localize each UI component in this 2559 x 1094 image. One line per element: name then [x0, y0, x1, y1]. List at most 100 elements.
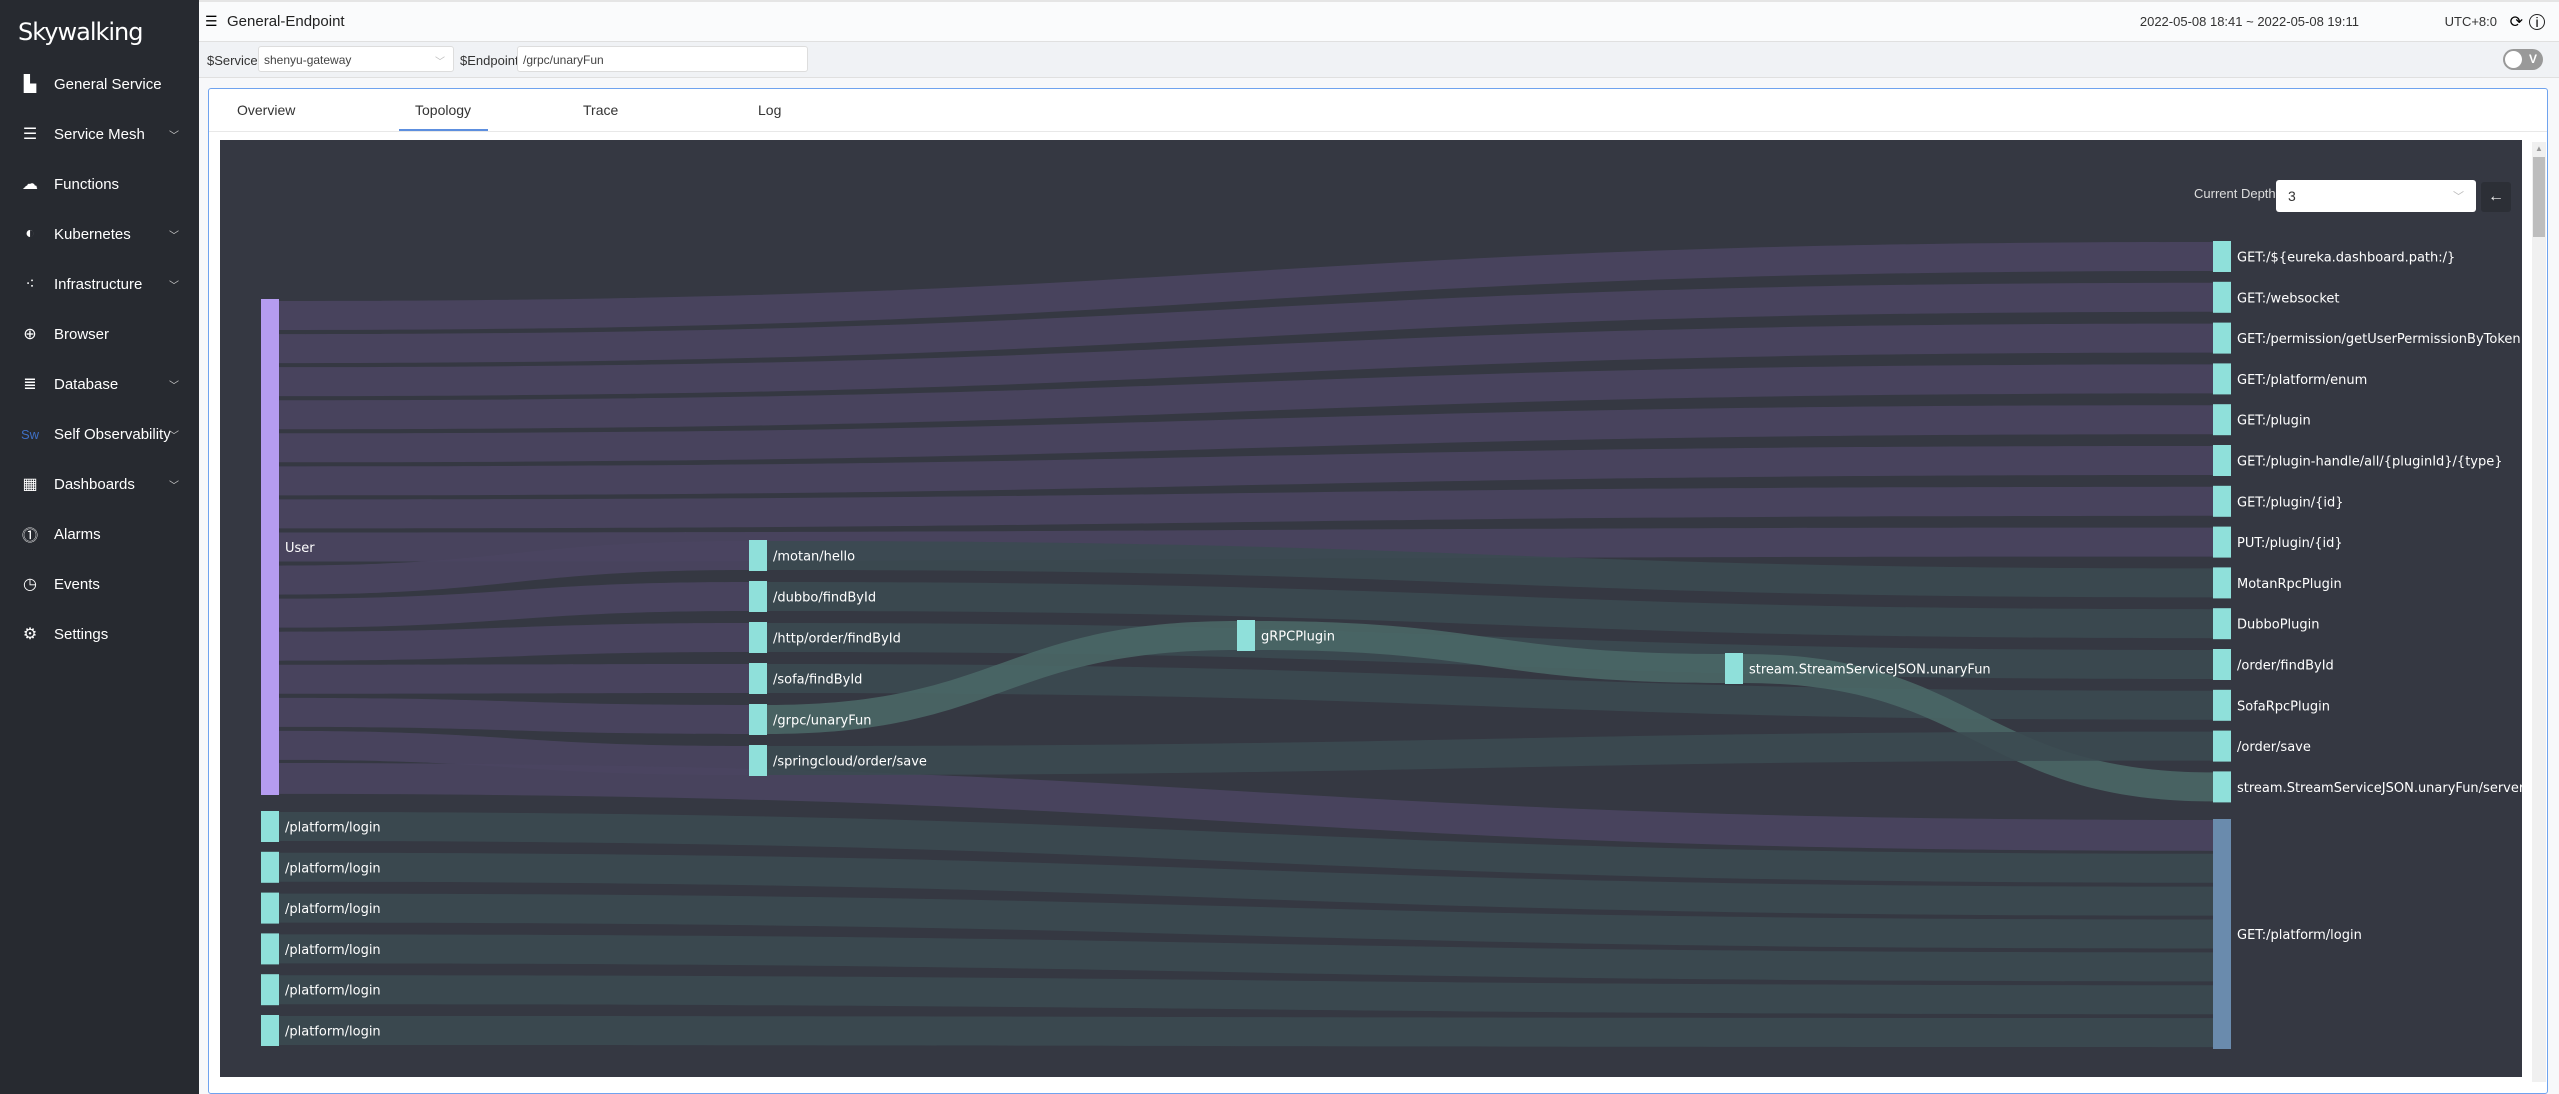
sankey-node[interactable] [261, 851, 279, 883]
gear-icon: ⚙ [22, 626, 38, 643]
sankey-link[interactable] [279, 282, 2213, 364]
sankey-node[interactable] [261, 1015, 279, 1046]
sankey-link[interactable] [279, 730, 749, 775]
tab-log[interactable]: Log [758, 102, 782, 118]
sankey-node-label: /grpc/unaryFun [773, 714, 871, 729]
sankey-node[interactable] [1237, 620, 1255, 651]
service-label: $Service [207, 53, 258, 68]
sidebar-item-self-observability[interactable]: Sw Self Observability ﹀ [0, 412, 199, 456]
scrollbar-thumb[interactable] [2533, 157, 2545, 237]
sidebar-item-service-mesh[interactable]: ☰ Service Mesh ﹀ [0, 112, 199, 156]
sankey-node[interactable] [749, 704, 767, 735]
sankey-link[interactable] [279, 893, 2213, 949]
service-select[interactable]: shenyu-gateway ﹀ [258, 46, 454, 72]
sidebar-item-kubernetes[interactable]: ◐ Kubernetes ﹀ [0, 212, 199, 256]
sankey-node-label: DubboPlugin [2237, 618, 2320, 633]
visual-toggle[interactable]: V [2503, 49, 2543, 70]
sidebar-item-browser[interactable]: ⊕ Browser [0, 312, 199, 356]
sankey-link[interactable] [279, 975, 2213, 1015]
sankey-node[interactable] [749, 540, 767, 571]
sankey-link[interactable] [767, 664, 2213, 720]
sankey-node[interactable] [261, 974, 279, 1006]
sidebar-item-general-service[interactable]: ▙ General Service [0, 62, 199, 106]
tab-overview[interactable]: Overview [237, 102, 296, 118]
tab-topology[interactable]: Topology [399, 89, 488, 131]
sankey-link[interactable] [279, 405, 2213, 463]
sankey-node[interactable] [749, 663, 767, 694]
sankey-link[interactable] [1255, 621, 1725, 683]
sankey-node[interactable] [2213, 730, 2231, 762]
menu-collapse-icon[interactable]: ☰ [205, 13, 218, 29]
sankey-node[interactable] [749, 581, 767, 612]
sankey-link[interactable] [279, 812, 2213, 883]
sankey-node[interactable] [2213, 281, 2231, 313]
endpoint-input[interactable]: /grpc/unaryFun [517, 46, 808, 72]
sankey-node[interactable] [2213, 819, 2231, 1049]
sidebar-item-events[interactable]: ◷ Events [0, 562, 199, 606]
sankey-link[interactable] [279, 1016, 2213, 1048]
sankey-node[interactable] [2213, 485, 2231, 517]
sankey-node-label: MotanRpcPlugin [2237, 577, 2342, 592]
page-title: General-Endpoint [227, 13, 345, 30]
sankey-link[interactable] [279, 623, 749, 661]
sidebar-item-alarms[interactable]: ⓵ Alarms [0, 512, 199, 556]
sankey-node-label: GET:/plugin-handle/all/{pluginId}/{type} [2237, 455, 2503, 470]
sankey-link[interactable] [279, 446, 2213, 496]
sankey-link[interactable] [767, 621, 1237, 734]
info-icon[interactable]: i [2529, 13, 2545, 30]
sidebar-item-functions[interactable]: ☁ Functions [0, 162, 199, 206]
sidebar-item-settings[interactable]: ⚙ Settings [0, 612, 199, 656]
sankey-link[interactable] [279, 852, 2213, 916]
sankey-node[interactable] [2213, 404, 2231, 436]
tab-trace[interactable]: Trace [583, 102, 619, 118]
sankey-link[interactable] [279, 242, 2213, 331]
sankey-link[interactable] [767, 582, 2213, 639]
sankey-node[interactable] [2213, 608, 2231, 640]
sankey-link[interactable] [279, 541, 749, 595]
sankey-node[interactable] [749, 622, 767, 653]
sidebar-item-dashboards[interactable]: ▦ Dashboards ﹀ [0, 462, 199, 506]
sankey-link[interactable] [279, 486, 2213, 529]
sankey-node[interactable] [749, 745, 767, 776]
arrow-left-icon[interactable]: ← [2481, 182, 2511, 212]
sankey-node[interactable] [2213, 241, 2231, 272]
sankey-link[interactable] [279, 934, 2213, 982]
sankey-link[interactable] [279, 582, 749, 628]
sankey-link[interactable] [279, 763, 2213, 851]
sankey-link[interactable] [279, 323, 2213, 397]
sankey-node[interactable] [261, 892, 279, 924]
sankey-node[interactable] [261, 299, 279, 795]
refresh-icon[interactable]: ⟳ [2509, 13, 2523, 31]
sidebar-item-database[interactable]: ≣ Database ﹀ [0, 362, 199, 406]
chevron-down-icon: ﹀ [169, 480, 179, 492]
chart-icon: ▙ [23, 76, 37, 93]
depth-select[interactable]: 3 ﹀ [2276, 180, 2476, 212]
sidebar-item-label: Self Observability [54, 425, 171, 443]
sankey-link[interactable] [279, 664, 749, 694]
sankey-node[interactable] [2213, 445, 2231, 476]
sankey-node[interactable] [1725, 653, 1743, 684]
sankey-node[interactable] [2213, 771, 2231, 803]
chevron-down-icon: ﹀ [169, 280, 179, 292]
sidebar-item-label: Infrastructure [54, 275, 143, 293]
sankey-link[interactable] [767, 731, 2213, 775]
sankey-node[interactable] [261, 933, 279, 965]
sankey-link[interactable] [279, 364, 2213, 430]
sankey-link[interactable] [279, 697, 749, 734]
scrollbar[interactable]: ▲ [2532, 142, 2546, 1082]
sankey-node[interactable] [261, 811, 279, 842]
time-range[interactable]: 2022-05-08 18:41 ~ 2022-05-08 19:11 [2139, 14, 2359, 29]
depth-value: 3 [2288, 188, 2296, 204]
sankey-node-label: /platform/login [285, 1025, 381, 1040]
sankey-node-label: GET:/plugin [2237, 414, 2311, 429]
sankey-node[interactable] [2213, 363, 2231, 395]
sankey-node[interactable] [2213, 689, 2231, 721]
sankey-node[interactable] [2213, 322, 2231, 354]
scroll-up-icon[interactable]: ▲ [2535, 144, 2543, 153]
sankey-node[interactable] [2213, 526, 2231, 558]
sankey-node[interactable] [2213, 567, 2231, 599]
sankey-link[interactable] [767, 541, 2213, 598]
sankey-link[interactable] [1743, 654, 2213, 802]
sidebar-item-infrastructure[interactable]: ⁖ Infrastructure ﹀ [0, 262, 199, 306]
sankey-node[interactable] [2213, 649, 2231, 680]
